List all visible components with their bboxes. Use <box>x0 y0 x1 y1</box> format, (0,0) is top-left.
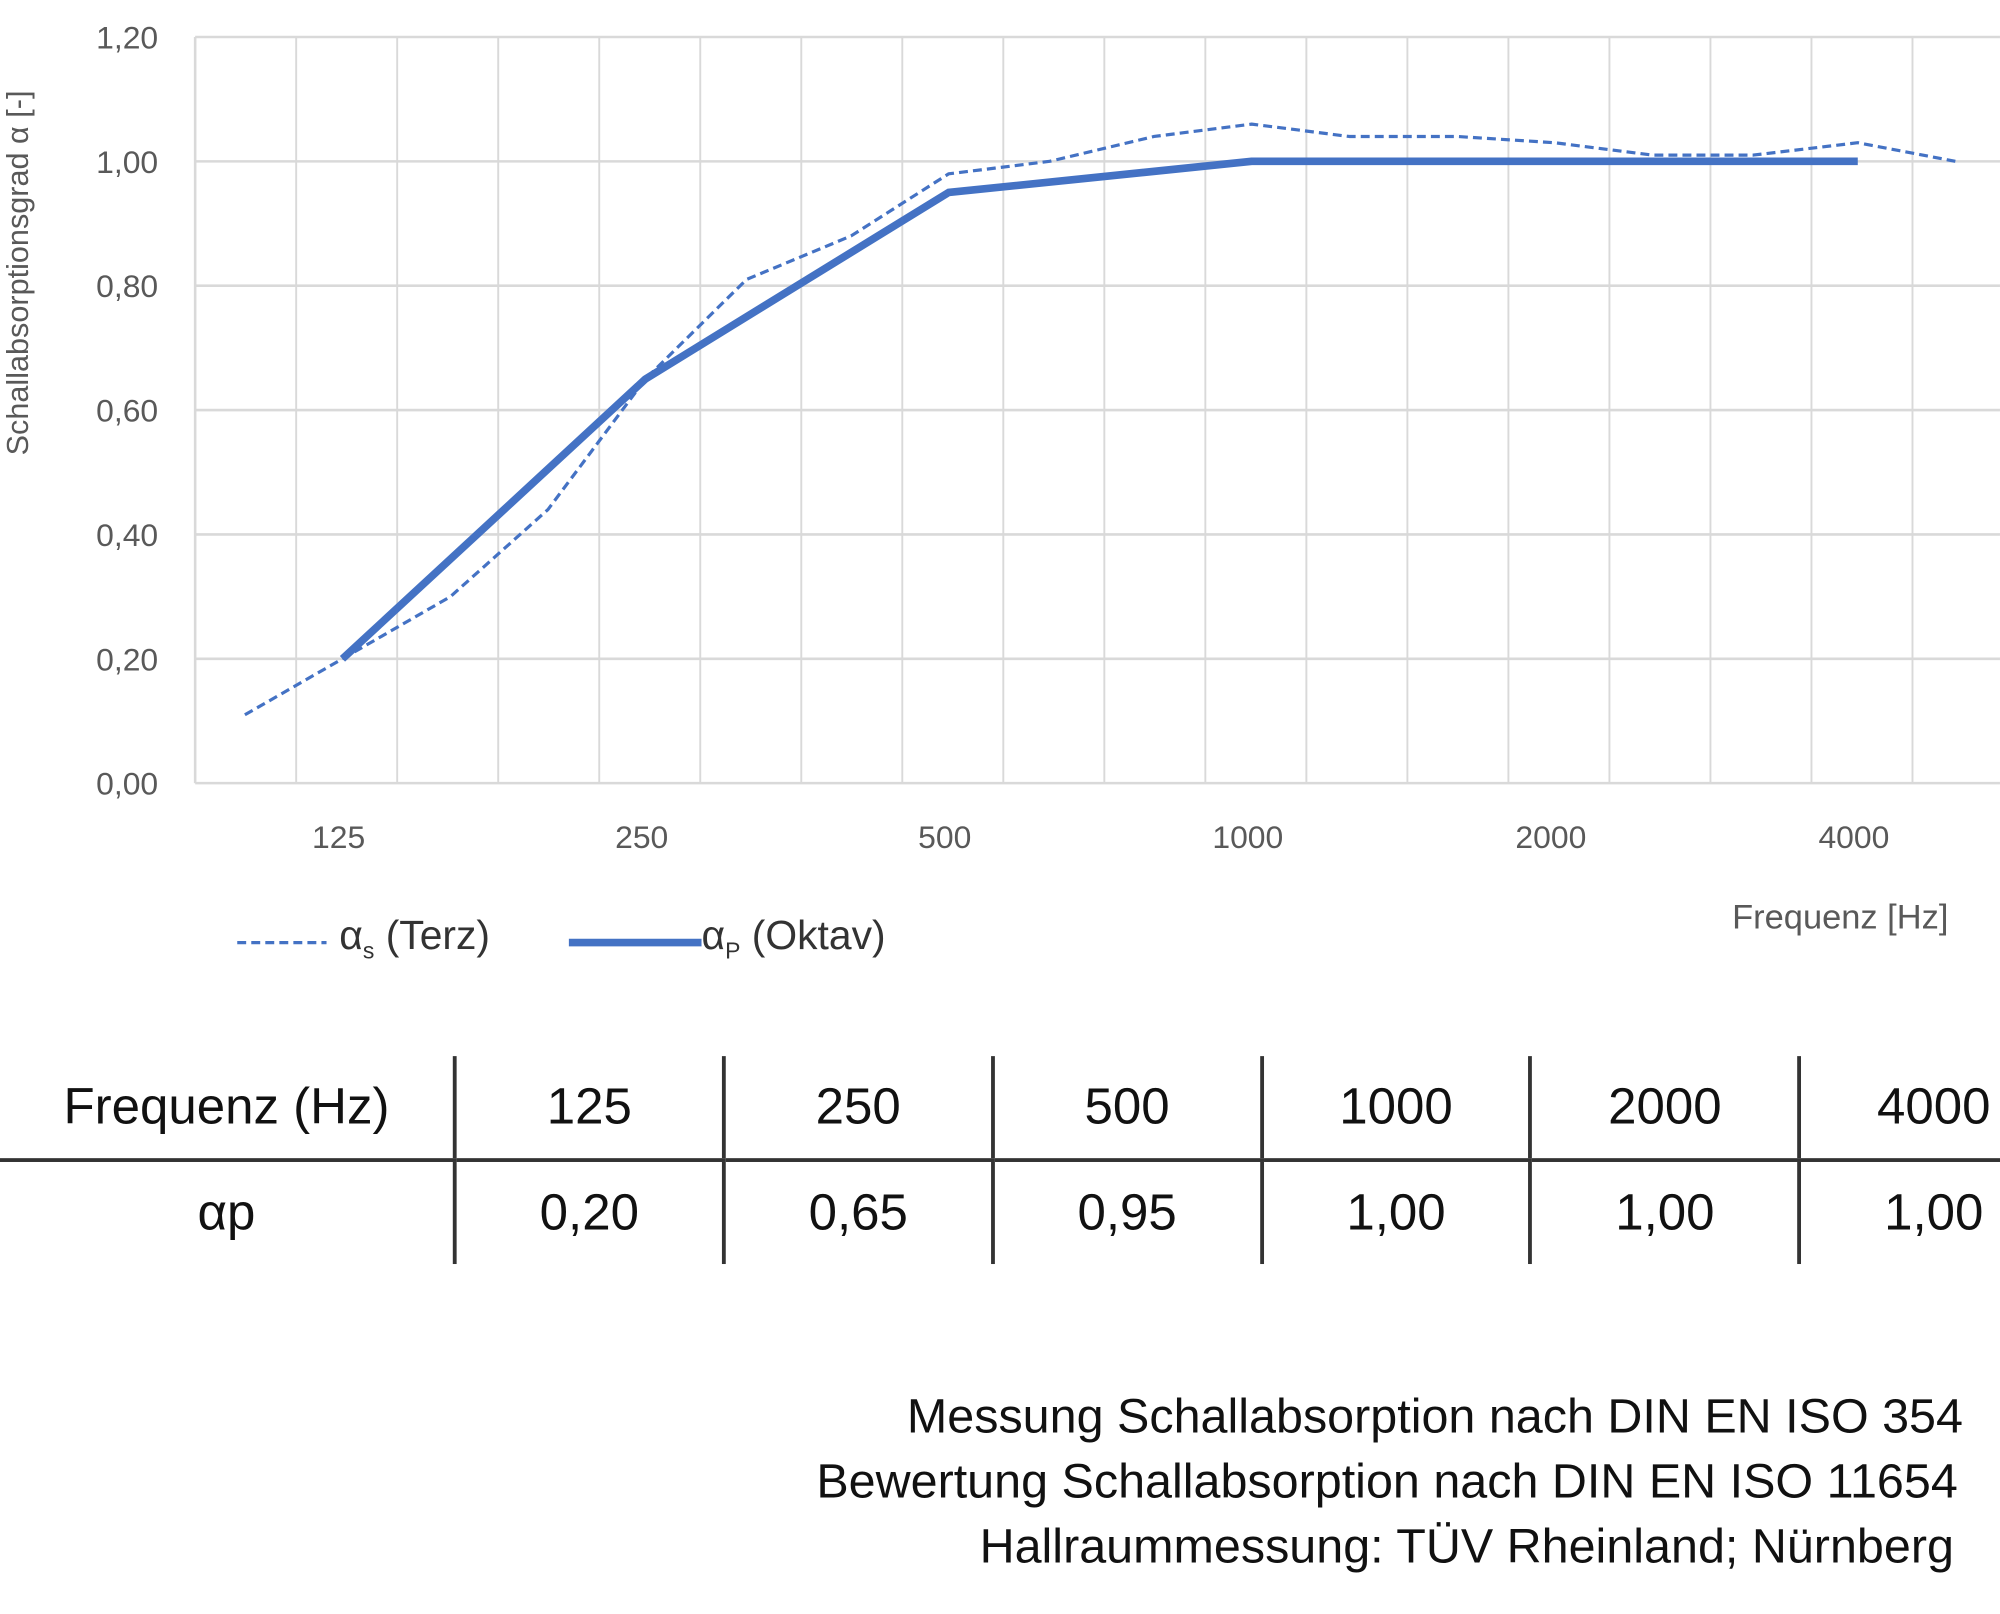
table-header-cell: 500 <box>993 1056 1262 1160</box>
table-cell: 0,65 <box>724 1160 993 1264</box>
values-table: Frequenz (Hz) 125 250 500 1000 2000 4000… <box>0 1056 2000 1264</box>
legend-lines <box>0 0 2000 969</box>
table-header-cell: 125 <box>455 1056 724 1160</box>
footer-line: Hallraummessung: TÜV Rheinland; Nürnberg <box>980 1520 1954 1575</box>
legend-oktav-sub: P <box>725 938 740 964</box>
legend-terz: αs (Terz) <box>339 912 490 965</box>
table-header-cell: 4000 <box>1799 1056 2000 1160</box>
table-header-cell: 1000 <box>1262 1056 1531 1160</box>
footer-line: Bewertung Schallabsorption nach DIN EN I… <box>816 1455 1957 1510</box>
table-header-cell: 2000 <box>1530 1056 1799 1160</box>
table-cell: 1,00 <box>1530 1160 1799 1264</box>
legend-oktav: αP (Oktav) <box>702 912 886 965</box>
table-cell: 1,00 <box>1799 1160 2000 1264</box>
footer-line: Messung Schallabsorption nach DIN EN ISO… <box>907 1390 1963 1445</box>
table-row: αp 0,20 0,65 0,95 1,00 1,00 1,00 <box>0 1160 2000 1264</box>
legend-terz-symbol: α <box>339 912 363 958</box>
legend-oktav-text: (Oktav) <box>740 912 885 958</box>
table-row-label: αp <box>0 1160 455 1264</box>
table-cell: 1,00 <box>1262 1160 1531 1264</box>
table-header-cell: 250 <box>724 1056 993 1160</box>
legend-terz-sub: s <box>363 938 374 964</box>
table-cell: 0,20 <box>455 1160 724 1264</box>
table-header-cell: Frequenz (Hz) <box>0 1056 455 1160</box>
table-cell: 0,95 <box>993 1160 1262 1264</box>
legend-oktav-symbol: α <box>702 912 726 958</box>
table-header-row: Frequenz (Hz) 125 250 500 1000 2000 4000 <box>0 1056 2000 1160</box>
legend-terz-text: (Terz) <box>374 912 490 958</box>
